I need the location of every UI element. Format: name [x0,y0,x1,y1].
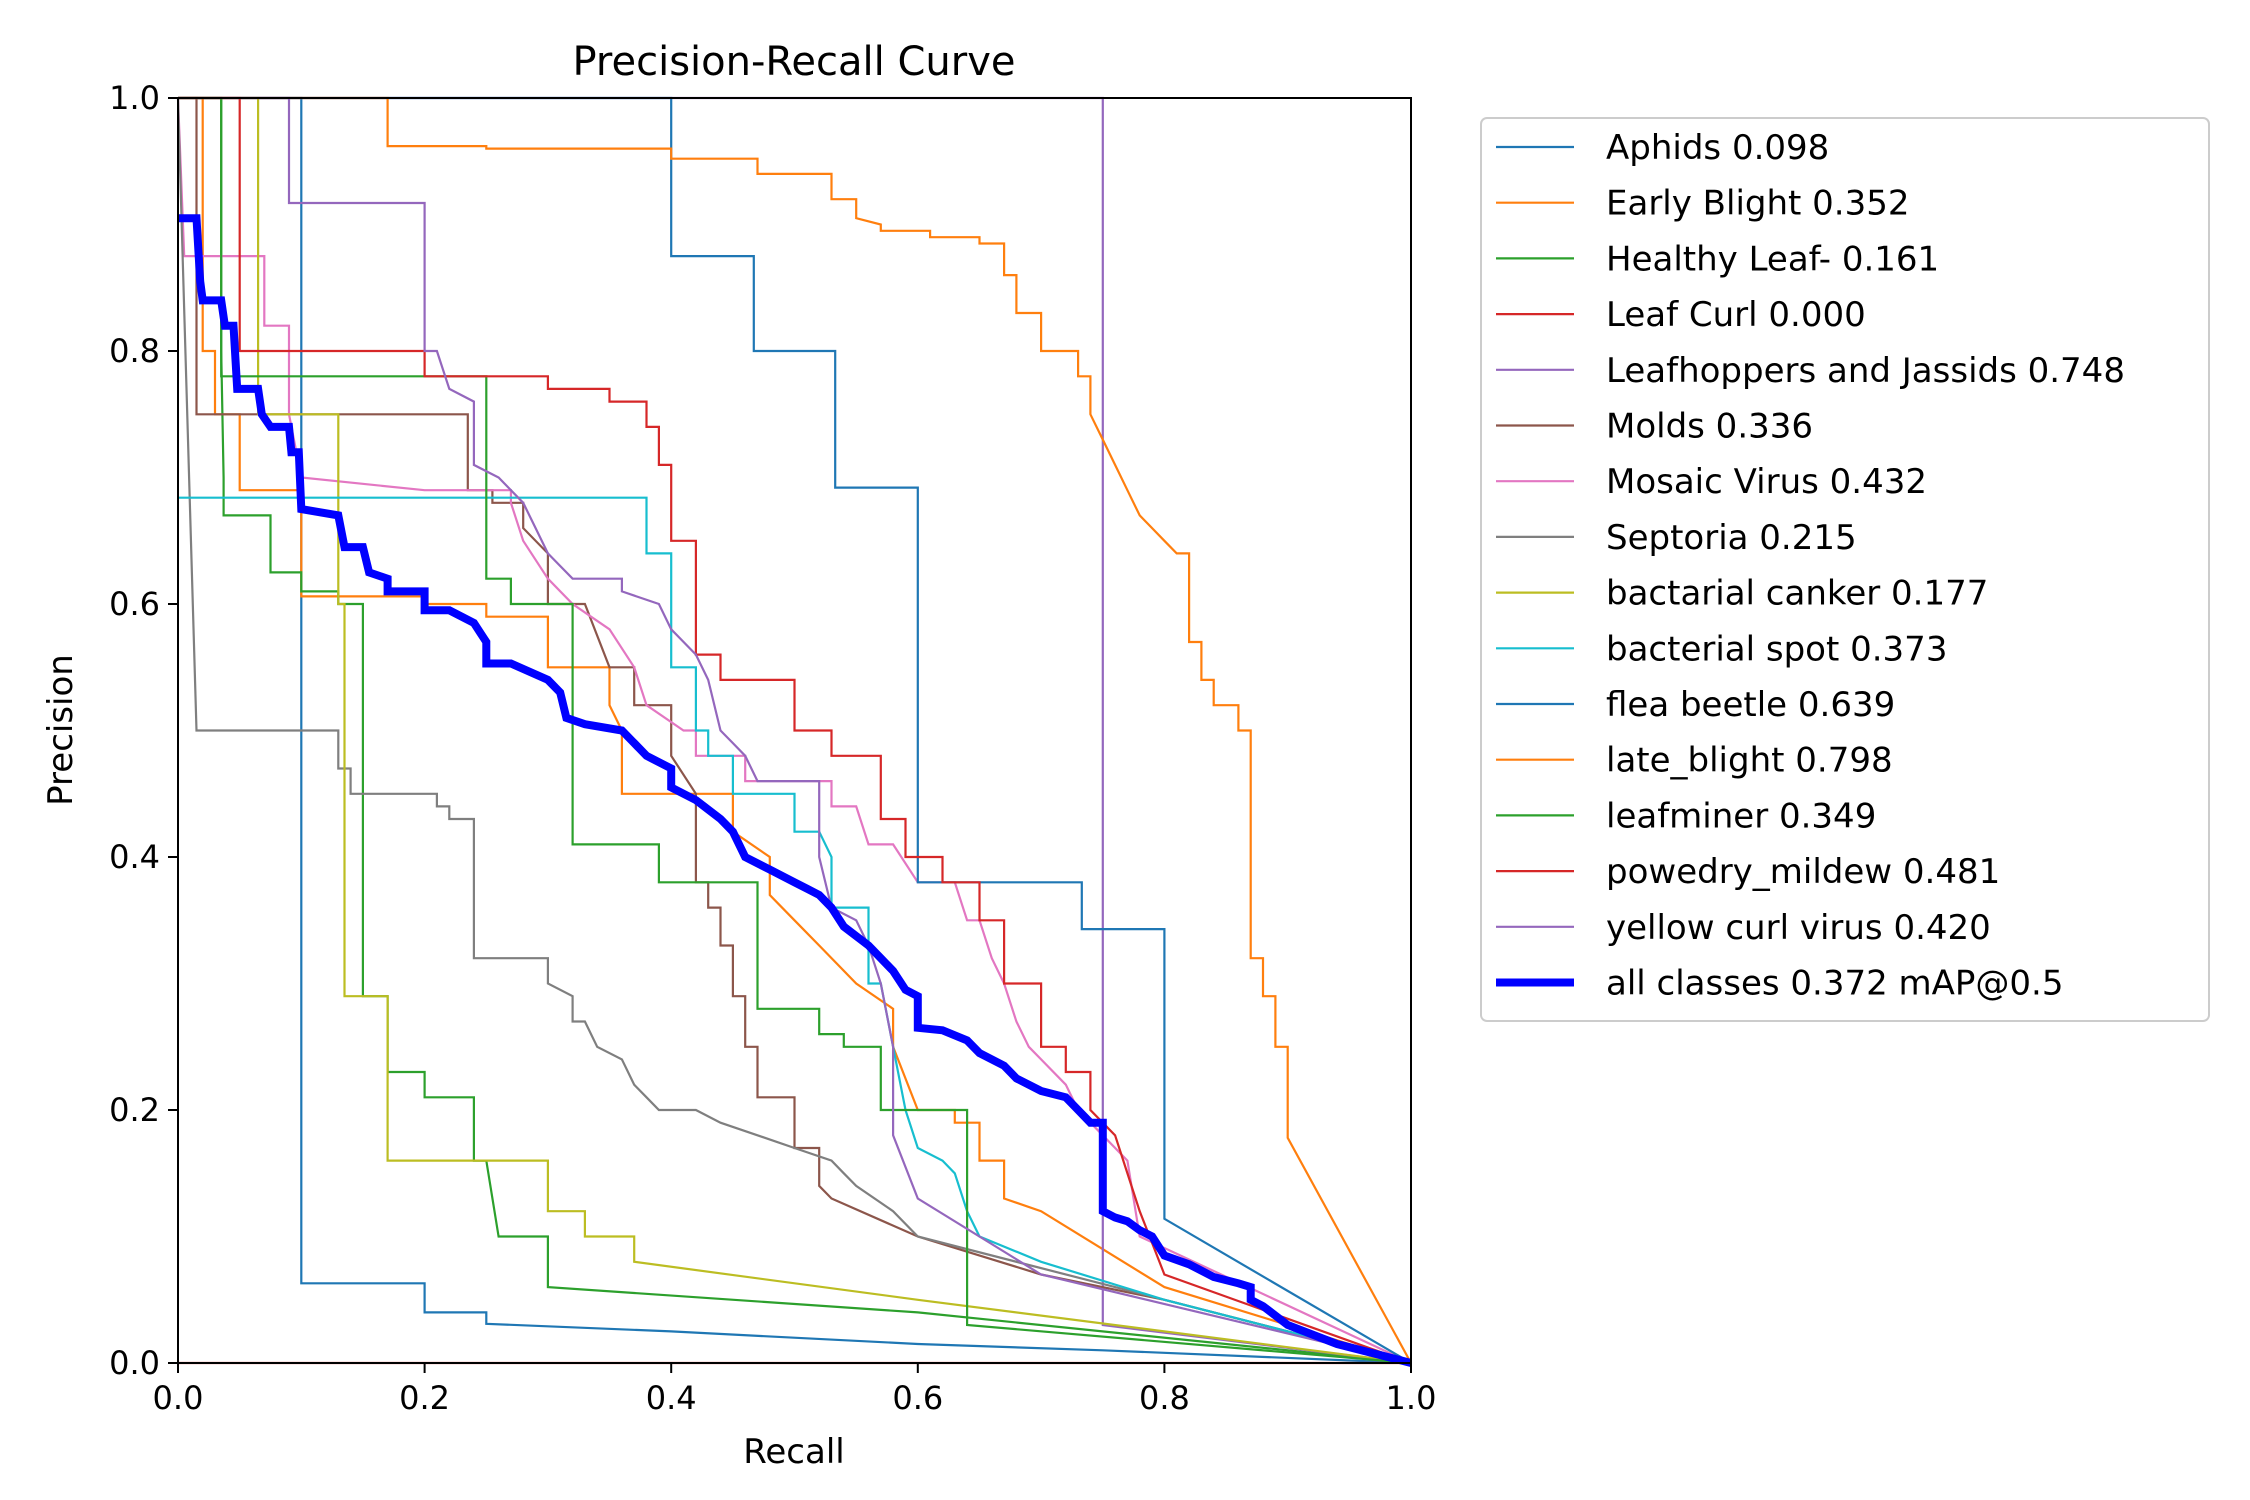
legend-frame [1480,117,2210,1022]
legend-label-12: leafminer 0.349 [1606,796,1876,836]
series-line-11 [178,96,1412,1364]
x-tick-label: 0.4 [646,1379,697,1417]
y-tick-label: 0.8 [109,332,160,370]
legend-label-9: bacterial spot 0.373 [1606,629,1947,669]
legend-label-1: Early Blight 0.352 [1606,184,1910,224]
y-tick-label: 0.6 [109,585,160,623]
legend-label-15: all classes 0.372 mAP@0.5 [1606,964,2063,1004]
axes-frame [177,97,1412,1364]
series-line-9 [178,496,1412,1365]
x-tick-label: 0.2 [399,1379,450,1417]
y-axis-ticks: 0.0 0.2 0.4 0.6 0.8 1.0 [109,79,178,1382]
x-tick-label: 1.0 [1386,1379,1437,1417]
x-tick-label: 0.6 [892,1379,943,1417]
legend-label-13: powedry_mildew 0.481 [1606,852,2000,892]
series-layer [176,96,1412,1367]
series-line-8 [178,96,1412,1365]
chart-title: Precision-Recall Curve [573,39,1016,85]
y-tick-label: 0.2 [109,1091,160,1129]
series-line-15 [178,214,1412,1367]
x-tick-label: 0.0 [153,1379,204,1417]
legend-items: Aphids 0.098 Early Blight 0.352 Healthy Le… [1496,128,2125,1004]
legend-label-5: Molds 0.336 [1606,407,1813,447]
legend-label-14: yellow curl virus 0.420 [1606,908,1991,948]
legend-label-6: Mosaic Virus 0.432 [1606,462,1927,502]
series-line-10 [178,96,1412,1364]
legend-label-0: Aphids 0.098 [1606,128,1829,168]
x-axis-label: Recall [743,1432,844,1472]
legend-label-7: Septoria 0.215 [1606,518,1857,558]
legend-label-3: Leaf Curl 0.000 [1606,295,1866,335]
series-line-7 [176,97,1412,1365]
plot-area [176,96,1412,1367]
series-line-12 [178,96,1412,1365]
y-tick-label: 0.0 [109,1344,160,1382]
legend-label-10: flea beetle 0.639 [1606,685,1895,725]
x-tick-label: 0.8 [1139,1379,1190,1417]
y-axis-label: Precision [41,654,81,806]
y-tick-label: 1.0 [109,79,160,117]
legend: Aphids 0.098 Early Blight 0.352 Healthy Le… [1480,117,2210,1022]
legend-label-4: Leafhoppers and Jassids 0.748 [1606,351,2125,391]
legend-label-11: late_blight 0.798 [1606,741,1893,781]
legend-label-8: bactarial canker 0.177 [1606,574,1988,614]
y-tick-label: 0.4 [109,838,160,876]
x-axis-ticks: 0.0 0.2 0.4 0.6 0.8 1.0 [153,1363,1437,1417]
legend-label-2: Healthy Leaf- 0.161 [1606,239,1939,279]
series-line-1 [178,96,1412,1365]
series-line-13 [178,96,1412,1365]
